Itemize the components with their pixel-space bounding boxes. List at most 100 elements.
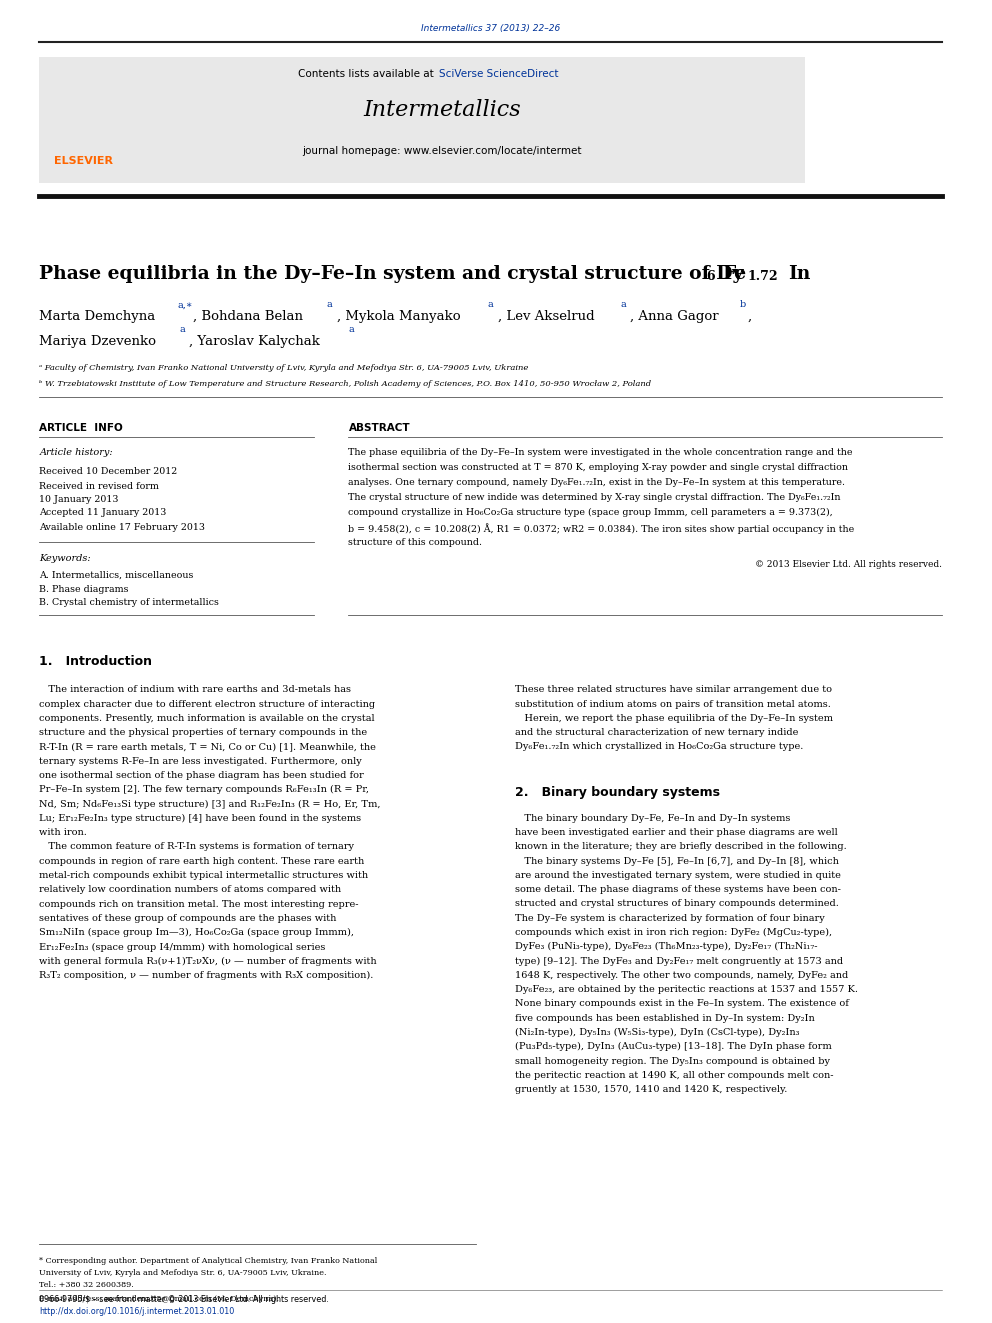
Text: Accepted 11 January 2013: Accepted 11 January 2013 (40, 508, 167, 517)
Text: Fe: Fe (722, 265, 747, 283)
Text: b: b (740, 300, 746, 310)
Text: have been investigated earlier and their phase diagrams are well: have been investigated earlier and their… (516, 828, 838, 837)
Text: isothermal section was constructed at T = 870 K, employing X-ray powder and sing: isothermal section was constructed at T … (348, 463, 848, 472)
Text: one isothermal section of the phase diagram has been studied for: one isothermal section of the phase diag… (40, 771, 364, 781)
Text: ARTICLE  INFO: ARTICLE INFO (40, 423, 123, 434)
Text: with general formula R₃(ν+1)T₂νXν, (ν — number of fragments with: with general formula R₃(ν+1)T₂νXν, (ν — … (40, 957, 377, 966)
Text: SciVerse ScienceDirect: SciVerse ScienceDirect (438, 69, 558, 79)
Text: Herein, we report the phase equilibria of the Dy–Fe–In system: Herein, we report the phase equilibria o… (516, 714, 833, 722)
Text: 0966-9795/$ – see front matter © 2013 Elsevier Ltd. All rights reserved.: 0966-9795/$ – see front matter © 2013 El… (40, 1295, 329, 1304)
Text: R₃T₂ composition, ν — number of fragments with R₃X composition).: R₃T₂ composition, ν — number of fragment… (40, 971, 374, 980)
Text: (Ni₂In-type), Dy₅In₃ (W₅Si₃-type), DyIn (CsCl-type), Dy₂In₃: (Ni₂In-type), Dy₅In₃ (W₅Si₃-type), DyIn … (516, 1028, 800, 1037)
Text: compound crystallize in Ho₆Co₂Ga structure type (space group Immm, cell paramete: compound crystallize in Ho₆Co₂Ga structu… (348, 508, 833, 517)
Text: b = 9.458(2), c = 10.208(2) Å, R1 = 0.0372; wR2 = 0.0384). The iron sites show p: b = 9.458(2), c = 10.208(2) Å, R1 = 0.03… (348, 523, 855, 534)
Text: R-T-In (R = rare earth metals, T = Ni, Co or Cu) [1]. Meanwhile, the: R-T-In (R = rare earth metals, T = Ni, C… (40, 742, 376, 751)
Text: ᵃ Faculty of Chemistry, Ivan Franko National University of Lviv, Kyryla and Mefo: ᵃ Faculty of Chemistry, Ivan Franko Nati… (40, 364, 529, 372)
Text: The phase equilibria of the Dy–Fe–In system were investigated in the whole conce: The phase equilibria of the Dy–Fe–In sys… (348, 448, 853, 458)
Text: ternary systems R-Fe–In are less investigated. Furthermore, only: ternary systems R-Fe–In are less investi… (40, 757, 362, 766)
Text: Available online 17 February 2013: Available online 17 February 2013 (40, 523, 205, 532)
Text: (Pu₃Pd₅-type), DyIn₃ (AuCu₃-type) [13–18]. The DyIn phase form: (Pu₃Pd₅-type), DyIn₃ (AuCu₃-type) [13–18… (516, 1043, 832, 1052)
Text: structed and crystal structures of binary compounds determined.: structed and crystal structures of binar… (516, 900, 839, 909)
Text: In: In (789, 265, 810, 283)
Text: Intermetallics 37 (2013) 22–26: Intermetallics 37 (2013) 22–26 (422, 24, 560, 33)
Text: , Bohdana Belan: , Bohdana Belan (193, 310, 304, 323)
Text: some detail. The phase diagrams of these systems have been con-: some detail. The phase diagrams of these… (516, 885, 841, 894)
Text: Dy₆Fe₂₃, are obtained by the peritectic reactions at 1537 and 1557 K.: Dy₆Fe₂₃, are obtained by the peritectic … (516, 986, 858, 994)
Text: Nd, Sm; Nd₆Fe₁₃Si type structure) [3] and R₁₂Fe₂In₃ (R = Ho, Er, Tm,: Nd, Sm; Nd₆Fe₁₃Si type structure) [3] an… (40, 799, 381, 808)
Text: Er₁₂Fe₂In₃ (space group I4/mmm) with homological series: Er₁₂Fe₂In₃ (space group I4/mmm) with hom… (40, 942, 325, 951)
Text: These three related structures have similar arrangement due to: These three related structures have simi… (516, 685, 832, 695)
Text: five compounds has been established in Dy–In system: Dy₂In: five compounds has been established in D… (516, 1013, 815, 1023)
Text: with iron.: with iron. (40, 828, 87, 837)
Text: http://dx.doi.org/10.1016/j.intermet.2013.01.010: http://dx.doi.org/10.1016/j.intermet.201… (40, 1307, 234, 1316)
Text: Sm₁₂NiIn (space group Im—3), Ho₆Co₂Ga (space group Immm),: Sm₁₂NiIn (space group Im—3), Ho₆Co₂Ga (s… (40, 929, 354, 937)
Text: structure and the physical properties of ternary compounds in the: structure and the physical properties of… (40, 728, 367, 737)
Text: Pr–Fe–In system [2]. The few ternary compounds R₆Fe₁₃In (R = Pr,: Pr–Fe–In system [2]. The few ternary com… (40, 786, 369, 794)
Text: relatively low coordination numbers of atoms compared with: relatively low coordination numbers of a… (40, 885, 341, 894)
Text: The binary systems Dy–Fe [5], Fe–In [6,7], and Dy–In [8], which: The binary systems Dy–Fe [5], Fe–In [6,7… (516, 856, 839, 865)
Text: 2.   Binary boundary systems: 2. Binary boundary systems (516, 786, 720, 799)
Text: known in the literature; they are briefly described in the following.: known in the literature; they are briefl… (516, 843, 847, 851)
Text: B. Crystal chemistry of intermetallics: B. Crystal chemistry of intermetallics (40, 598, 219, 607)
Text: None binary compounds exist in the Fe–In system. The existence of: None binary compounds exist in the Fe–In… (516, 999, 849, 1008)
Text: the peritectic reaction at 1490 K, all other compounds melt con-: the peritectic reaction at 1490 K, all o… (516, 1070, 834, 1080)
Text: analyses. One ternary compound, namely Dy₆Fe₁.₇₂In, exist in the Dy–Fe–In system: analyses. One ternary compound, namely D… (348, 479, 845, 487)
Text: compounds which exist in iron rich region: DyFe₂ (MgCu₂-type),: compounds which exist in iron rich regio… (516, 927, 832, 937)
Text: Received in revised form: Received in revised form (40, 482, 159, 491)
Text: A. Intermetallics, miscellaneous: A. Intermetallics, miscellaneous (40, 570, 193, 579)
Text: 6: 6 (705, 270, 714, 283)
Text: Tel.: +380 32 2600389.: Tel.: +380 32 2600389. (40, 1281, 134, 1289)
Text: DyFe₃ (PuNi₃-type), Dy₆Fe₂₃ (Th₆Mn₂₃-type), Dy₂Fe₁₇ (Th₂Ni₁₇-: DyFe₃ (PuNi₃-type), Dy₆Fe₂₃ (Th₆Mn₂₃-typ… (516, 942, 817, 951)
Text: E-mail address: marta.dem.85@gmail.com (M. Demchyna).: E-mail address: marta.dem.85@gmail.com (… (40, 1295, 280, 1303)
Text: small homogeneity region. The Dy₅In₃ compound is obtained by: small homogeneity region. The Dy₅In₃ com… (516, 1057, 830, 1065)
Text: ELSEVIER: ELSEVIER (54, 156, 113, 167)
Text: University of Lviv, Kyryla and Mefodiya Str. 6, UA-79005 Lviv, Ukraine.: University of Lviv, Kyryla and Mefodiya … (40, 1269, 326, 1277)
Text: Marta Demchyna: Marta Demchyna (40, 310, 156, 323)
Text: The crystal structure of new indide was determined by X-ray single crystal diffr: The crystal structure of new indide was … (348, 493, 841, 503)
FancyBboxPatch shape (40, 57, 805, 183)
Text: a: a (620, 300, 626, 310)
Text: 1648 K, respectively. The other two compounds, namely, DyFe₂ and: 1648 K, respectively. The other two comp… (516, 971, 848, 980)
Text: gruently at 1530, 1570, 1410 and 1420 K, respectively.: gruently at 1530, 1570, 1410 and 1420 K,… (516, 1085, 788, 1094)
Text: Phase equilibria in the Dy–Fe–In system and crystal structure of Dy: Phase equilibria in the Dy–Fe–In system … (40, 265, 744, 283)
Text: a,∗: a,∗ (178, 300, 193, 310)
Text: Article history:: Article history: (40, 448, 113, 458)
Text: are around the investigated ternary system, were studied in quite: are around the investigated ternary syst… (516, 871, 841, 880)
Text: components. Presently, much information is available on the crystal: components. Presently, much information … (40, 714, 375, 722)
Text: , Mykola Manyako: , Mykola Manyako (336, 310, 460, 323)
Text: Intermetallics: Intermetallics (363, 99, 521, 122)
Text: 1.72: 1.72 (748, 270, 779, 283)
Text: Mariya Dzevenko: Mariya Dzevenko (40, 335, 157, 348)
Text: ,: , (748, 310, 752, 323)
Text: structure of this compound.: structure of this compound. (348, 538, 482, 548)
Text: 10 January 2013: 10 January 2013 (40, 495, 119, 504)
Text: type) [9–12]. The DyFe₃ and Dy₂Fe₁₇ melt congruently at 1573 and: type) [9–12]. The DyFe₃ and Dy₂Fe₁₇ melt… (516, 957, 843, 966)
Text: , Lev Akselrud: , Lev Akselrud (498, 310, 594, 323)
Text: Lu; Er₁₂Fe₂In₃ type structure) [4] have been found in the systems: Lu; Er₁₂Fe₂In₃ type structure) [4] have … (40, 814, 361, 823)
Text: substitution of indium atoms on pairs of transition metal atoms.: substitution of indium atoms on pairs of… (516, 700, 831, 709)
Text: B. Phase diagrams: B. Phase diagrams (40, 585, 129, 594)
Text: and the structural characterization of new ternary indide: and the structural characterization of n… (516, 728, 799, 737)
Text: Keywords:: Keywords: (40, 554, 91, 564)
Text: a: a (348, 325, 354, 335)
Text: metal-rich compounds exhibit typical intermetallic structures with: metal-rich compounds exhibit typical int… (40, 871, 368, 880)
Text: © 2013 Elsevier Ltd. All rights reserved.: © 2013 Elsevier Ltd. All rights reserved… (755, 560, 942, 569)
Text: a: a (180, 325, 186, 335)
Text: compounds rich on transition metal. The most interesting repre-: compounds rich on transition metal. The … (40, 900, 359, 909)
Text: , Yaroslav Kalychak: , Yaroslav Kalychak (189, 335, 320, 348)
Text: , Anna Gagor: , Anna Gagor (630, 310, 719, 323)
Text: Received 10 December 2012: Received 10 December 2012 (40, 467, 178, 476)
Text: The interaction of indium with rare earths and 3d-metals has: The interaction of indium with rare eart… (40, 685, 351, 695)
Text: The common feature of R-T-In systems is formation of ternary: The common feature of R-T-In systems is … (40, 843, 354, 852)
Text: ABSTRACT: ABSTRACT (348, 423, 410, 434)
Text: The binary boundary Dy–Fe, Fe–In and Dy–In systems: The binary boundary Dy–Fe, Fe–In and Dy–… (516, 814, 791, 823)
Text: complex character due to different electron structure of interacting: complex character due to different elect… (40, 700, 375, 709)
Text: journal homepage: www.elsevier.com/locate/intermet: journal homepage: www.elsevier.com/locat… (302, 146, 581, 156)
Text: The Dy–Fe system is characterized by formation of four binary: The Dy–Fe system is characterized by for… (516, 914, 825, 922)
Text: sentatives of these group of compounds are the phases with: sentatives of these group of compounds a… (40, 914, 336, 923)
Text: * Corresponding author. Department of Analytical Chemistry, Ivan Franko National: * Corresponding author. Department of An… (40, 1257, 378, 1265)
Text: a: a (327, 300, 332, 310)
Text: a: a (488, 300, 494, 310)
Text: compounds in region of rare earth high content. These rare earth: compounds in region of rare earth high c… (40, 857, 364, 865)
Text: ᵇ W. Trzebiatowski Institute of Low Temperature and Structure Research, Polish A: ᵇ W. Trzebiatowski Institute of Low Temp… (40, 380, 652, 388)
